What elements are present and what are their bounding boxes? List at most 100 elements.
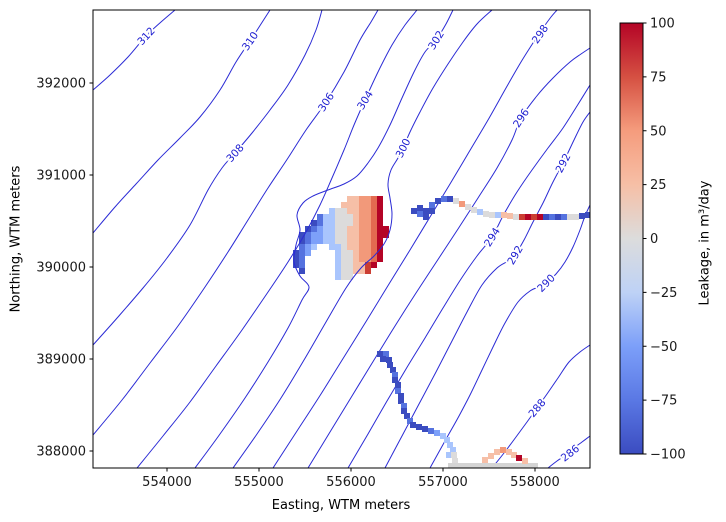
leakage-cell [341, 250, 347, 256]
leakage-cell [496, 463, 502, 468]
leakage-cell [317, 238, 323, 244]
contour-label-306: 306 [316, 90, 337, 114]
leakage-cell [353, 262, 359, 268]
x-tick-label: 557000 [418, 475, 468, 490]
leakage-cell [387, 362, 393, 368]
contour-line-288 [491, 344, 590, 468]
leakage-cell [365, 214, 371, 220]
y-tick-label: 392000 [36, 77, 86, 92]
y-tick-label: 390000 [36, 261, 86, 276]
leakage-cell [371, 214, 377, 220]
leakage-cell [341, 202, 347, 208]
leakage-cell [347, 262, 353, 268]
leakage-cell [371, 256, 377, 262]
leakage-cell [365, 256, 371, 262]
leakage-cell [519, 214, 525, 220]
leakage-cell [371, 196, 377, 202]
leakage-cell [365, 196, 371, 202]
leakage-cell [299, 232, 305, 238]
leakage-cell [335, 238, 341, 244]
leakage-cell [395, 382, 401, 388]
leakage-cell [365, 220, 371, 226]
leakage-cell [299, 268, 305, 274]
leakage-cell [549, 214, 555, 220]
leakage-cell [317, 226, 323, 232]
leakage-cell [365, 226, 371, 232]
leakage-cell [335, 220, 341, 226]
leakage-cell [341, 208, 347, 214]
leakage-cell [465, 204, 471, 210]
leakage-cell [359, 232, 365, 238]
leakage-cell [567, 214, 573, 220]
leakage-cell [335, 244, 341, 250]
leakage-cell [422, 426, 428, 432]
leakage-cell [471, 207, 477, 213]
colorbar-tick-label: 75 [650, 70, 667, 85]
leakage-cell [377, 214, 383, 220]
leakage-cell [347, 232, 353, 238]
x-axis-label: Easting, WTM meters [271, 498, 411, 513]
leakage-cell [317, 220, 323, 226]
leakage-cell [451, 452, 457, 458]
contour-label-292: 292 [554, 152, 574, 175]
leakage-cell [305, 244, 311, 250]
leakage-cell [377, 232, 383, 238]
leakage-cell [299, 262, 305, 268]
leakage-cell [401, 408, 407, 414]
leakage-cell [323, 226, 329, 232]
leakage-cell [500, 447, 506, 453]
leakage-cell [386, 357, 392, 363]
leakage-cell [359, 202, 365, 208]
leakage-cell [365, 232, 371, 238]
leakage-cell [398, 393, 404, 399]
leakage-cell [494, 449, 500, 455]
leakage-cell [335, 256, 341, 262]
leakage-cell [341, 220, 347, 226]
leakage-cell [329, 232, 335, 238]
leakage-cell [353, 244, 359, 250]
leakage-cell [392, 372, 398, 378]
leakage-cell [341, 214, 347, 220]
leakage-cell [371, 226, 377, 232]
leakage-cell [359, 238, 365, 244]
leakage-cell [423, 214, 429, 220]
leakage-cell [472, 463, 478, 468]
leakage-cell [377, 220, 383, 226]
contour-line-286 [547, 435, 590, 468]
leakage-cell [383, 232, 389, 238]
leakage-cell [335, 208, 341, 214]
leakage-cell [311, 226, 317, 232]
contour-line-304 [136, 10, 418, 468]
leakage-cell [478, 463, 484, 468]
leakage-cell [495, 212, 501, 218]
leakage-cell [335, 274, 341, 280]
leakage-cell [335, 232, 341, 238]
leakage-cell [452, 458, 458, 464]
leakage-cell [377, 202, 383, 208]
leakage-cell [353, 238, 359, 244]
leakage-cell [371, 232, 377, 238]
leakage-cell [359, 256, 365, 262]
leakage-cell [454, 463, 460, 468]
leakage-cell [359, 196, 365, 202]
contour-label-292: 292 [505, 244, 525, 267]
leakage-cell [543, 214, 549, 220]
leakage-cell [371, 244, 377, 250]
leakage-cell [525, 214, 531, 220]
contour-label-298: 298 [530, 23, 551, 46]
leakage-cell [359, 220, 365, 226]
leakage-cell [477, 209, 483, 215]
leakage-cell [450, 447, 456, 453]
leakage-cell [371, 208, 377, 214]
contour-label-288: 288 [526, 397, 548, 420]
leakage-cell [347, 226, 353, 232]
leakage-cell [323, 214, 329, 220]
leakage-cell [371, 202, 377, 208]
leakage-cell [526, 463, 532, 468]
contour-line-302 [194, 10, 454, 468]
leakage-cell [428, 428, 434, 434]
leakage-cell [502, 463, 508, 468]
